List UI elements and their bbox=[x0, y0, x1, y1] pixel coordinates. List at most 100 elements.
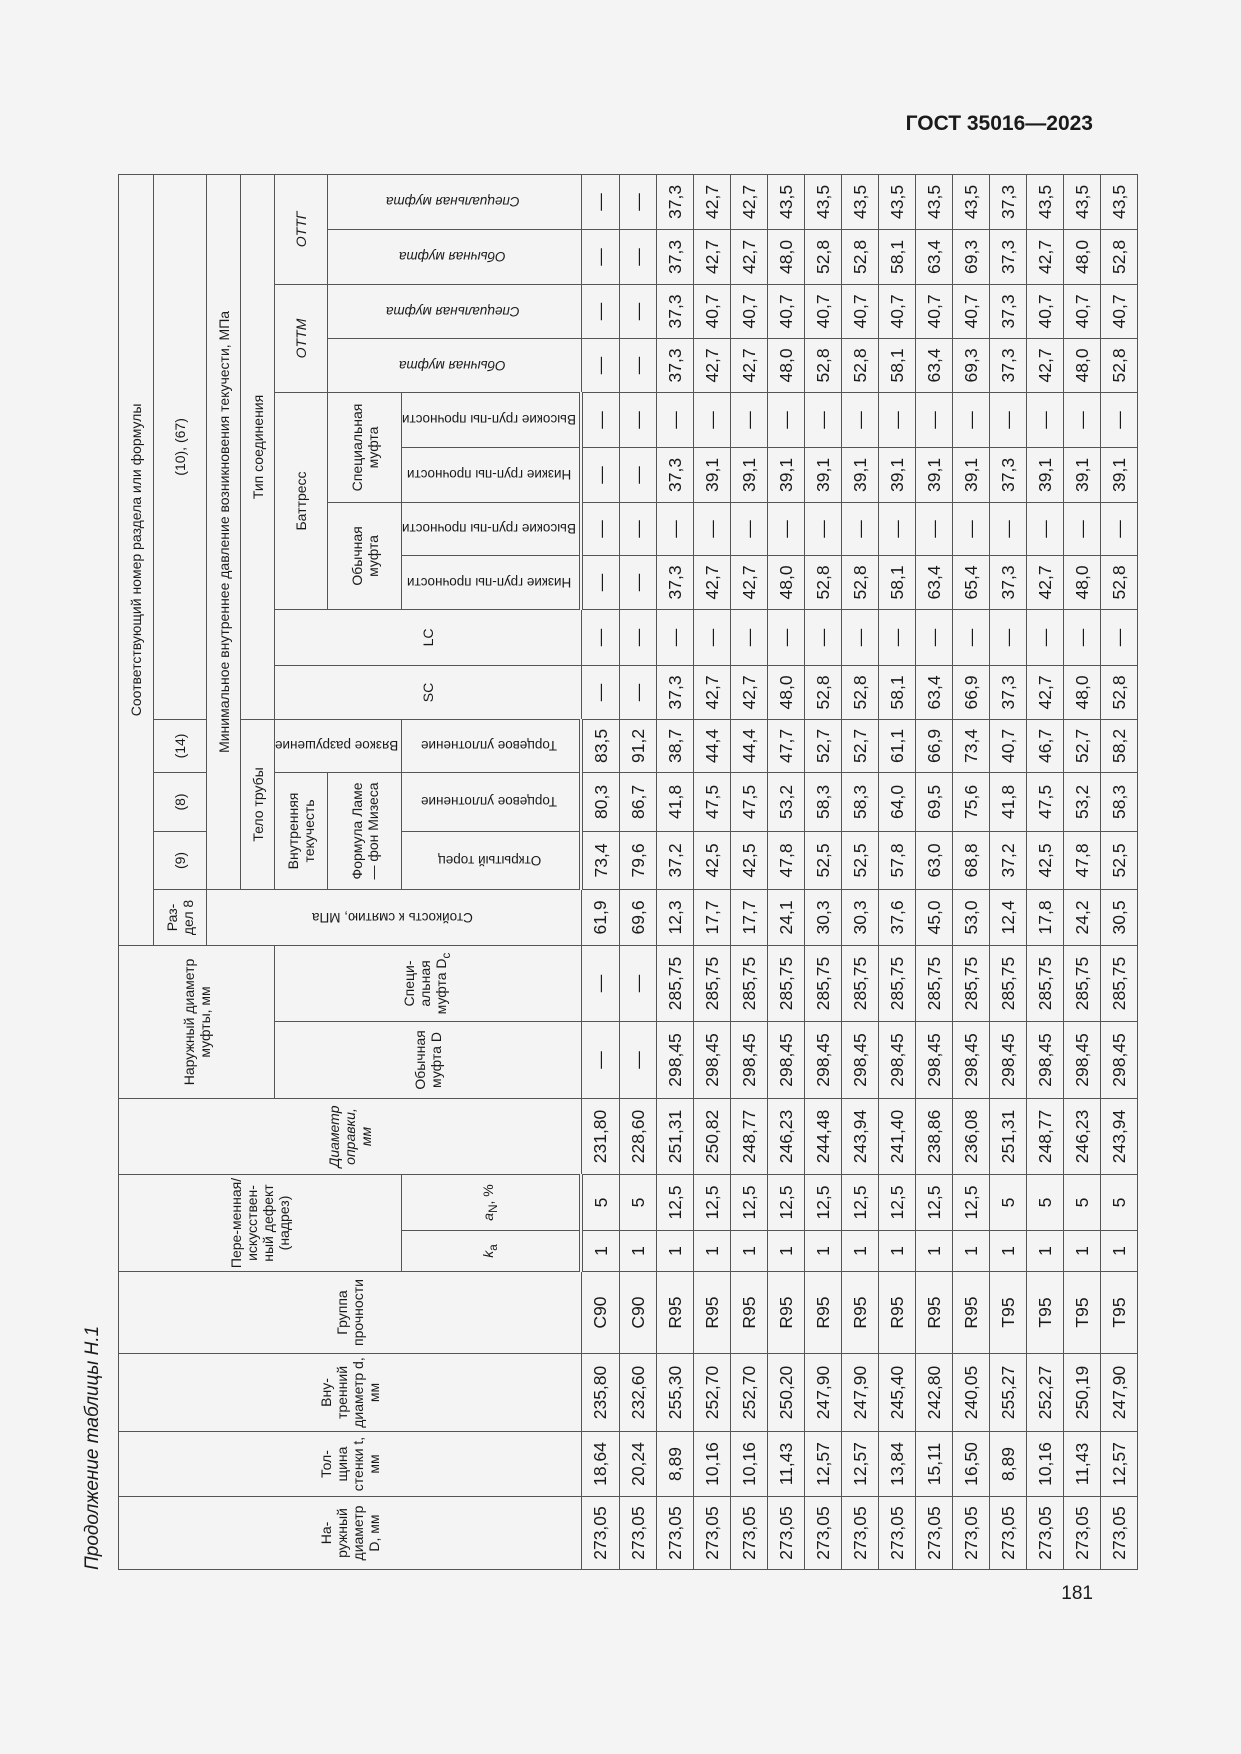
table-cell: — bbox=[656, 502, 694, 556]
table-cell: — bbox=[581, 609, 620, 666]
table-cell: — bbox=[581, 1021, 620, 1099]
table-cell: 42,5 bbox=[1026, 831, 1064, 890]
table-cell: 73,4 bbox=[952, 719, 990, 773]
table-cell: 45,0 bbox=[915, 889, 953, 946]
table-row: 273,05 10,16 252,70 R95 1 12,5 250,82 298,45 285… bbox=[693, 174, 731, 1570]
table-cell: 273,05 bbox=[952, 1496, 990, 1570]
table-cell: 48,0 bbox=[767, 665, 805, 720]
table-cell: 42,7 bbox=[693, 665, 731, 720]
table-cell: 298,45 bbox=[730, 1021, 768, 1099]
table-cell: 273,05 bbox=[581, 1496, 620, 1570]
table-cell: 48,0 bbox=[1063, 555, 1101, 610]
table-cell: 63,4 bbox=[915, 555, 953, 610]
table-cell: 247,90 bbox=[804, 1353, 842, 1432]
table-row: 273,05 11,43 250,19 T95 1 5 246,23 298,45 285,75… bbox=[1063, 174, 1101, 1570]
header-lame-formula: Формула Ламе — фон Мизеса bbox=[327, 772, 402, 890]
table-cell: — bbox=[767, 392, 805, 448]
table-cell: — bbox=[804, 502, 842, 556]
table-cell: 10,16 bbox=[730, 1431, 768, 1497]
table-cell: 1 bbox=[656, 1230, 694, 1272]
table-cell: 42,7 bbox=[730, 229, 768, 285]
table-cell: 40,7 bbox=[1100, 284, 1138, 339]
table-cell: 38,7 bbox=[656, 719, 694, 773]
table-cell: 52,8 bbox=[841, 229, 879, 285]
table-cell: 52,8 bbox=[841, 338, 879, 393]
table-cell: 42,7 bbox=[730, 555, 768, 610]
table-cell: 246,23 bbox=[1063, 1098, 1101, 1175]
table-cell: 52,5 bbox=[841, 831, 879, 890]
header-coupling-od: Наружный диаметр муфты, мм bbox=[118, 945, 275, 1099]
table-cell: 11,43 bbox=[767, 1431, 805, 1497]
table-cell: 1 bbox=[581, 1230, 620, 1272]
table-cell: 75,6 bbox=[952, 772, 990, 832]
table-cell: — bbox=[915, 609, 953, 666]
table-cell: — bbox=[730, 609, 768, 666]
table-cell: 1 bbox=[915, 1230, 953, 1272]
table-cell: — bbox=[1026, 392, 1064, 448]
header-ottg-special: Специальная муфта bbox=[327, 174, 582, 230]
table-cell: 37,3 bbox=[656, 229, 694, 285]
table-cell: 12,5 bbox=[767, 1174, 805, 1231]
table-cell: 298,45 bbox=[878, 1021, 916, 1099]
header-buttress-special-low-label: Низкие груп-пы прочности bbox=[407, 467, 572, 483]
header-k-a: ka bbox=[401, 1230, 582, 1272]
table-cell: 39,1 bbox=[952, 447, 990, 503]
table-cell: 44,4 bbox=[693, 719, 731, 773]
table-cell: 241,40 bbox=[878, 1098, 916, 1175]
table-cell: 39,1 bbox=[841, 447, 879, 503]
table-cell: 1 bbox=[1100, 1230, 1138, 1272]
table-cell: 273,05 bbox=[767, 1496, 805, 1570]
table-cell: 37,3 bbox=[989, 665, 1027, 720]
table-cell: 79,6 bbox=[619, 831, 657, 890]
table-cell: 17,7 bbox=[693, 889, 731, 946]
table-cell: 298,45 bbox=[1063, 1021, 1101, 1099]
header-buttress: Баттресс bbox=[274, 392, 328, 610]
document-code: ГОСТ 35016—2023 bbox=[905, 112, 1093, 135]
table-cell: 48,0 bbox=[1063, 665, 1101, 720]
table-cell: 285,75 bbox=[878, 945, 916, 1022]
header-buttress-regular: Обычная муфта bbox=[327, 502, 402, 610]
table-cell: — bbox=[619, 447, 657, 503]
table-cell: 246,23 bbox=[767, 1098, 805, 1175]
table-cell: 52,7 bbox=[841, 719, 879, 773]
header-ottg-regular-label: Обычная муфта bbox=[399, 249, 507, 265]
table-cell: — bbox=[915, 502, 953, 556]
table-cell: R95 bbox=[730, 1271, 768, 1354]
header-min-internal-yield: Минимальное внутреннее давление возникно… bbox=[206, 174, 241, 890]
table-cell: 12,4 bbox=[989, 889, 1027, 946]
table-cell: 248,77 bbox=[1026, 1098, 1064, 1175]
table-cell: 65,4 bbox=[952, 555, 990, 610]
header-buttress-regular-low-label: Низкие груп-пы прочности bbox=[407, 574, 572, 590]
table-cell: 63,4 bbox=[915, 665, 953, 720]
table-row: 273,05 12,57 247,90 T95 1 5 243,94 298,45 285,75… bbox=[1100, 174, 1138, 1570]
table-cell: 37,3 bbox=[989, 174, 1027, 230]
table-cell: 1 bbox=[767, 1230, 805, 1272]
table-cell: 48,0 bbox=[767, 229, 805, 285]
table-cell: 273,05 bbox=[1026, 1496, 1064, 1570]
table-cell: 48,0 bbox=[767, 555, 805, 610]
header-coupling-regular: Обычная муфта D bbox=[274, 1021, 582, 1099]
table-cell: 52,8 bbox=[1100, 555, 1138, 610]
table-cell: — bbox=[619, 609, 657, 666]
table-cell: 47,5 bbox=[1026, 772, 1064, 832]
table-cell: 1 bbox=[804, 1230, 842, 1272]
table-cell: 37,3 bbox=[656, 174, 694, 230]
table-cell: 52,8 bbox=[804, 338, 842, 393]
table-cell: — bbox=[915, 392, 953, 448]
table-cell: 52,8 bbox=[841, 555, 879, 610]
table-cell: 43,5 bbox=[1026, 174, 1064, 230]
table-body: 273,05 18,64 235,80 C90 1 5 231,80— —61,9 73,4 80… bbox=[581, 174, 1138, 1570]
table-cell: 8,89 bbox=[989, 1431, 1027, 1497]
header-pipe-body: Тело трубы bbox=[240, 719, 275, 890]
table-cell: R95 bbox=[841, 1271, 879, 1354]
header-outer-diameter: На-ружный диаметр D, мм bbox=[118, 1496, 582, 1570]
table-cell: 285,75 bbox=[1063, 945, 1101, 1022]
table-cell: 40,7 bbox=[878, 284, 916, 339]
table-cell: 273,05 bbox=[656, 1496, 694, 1570]
table-cell: — bbox=[581, 665, 620, 720]
table-cell: 37,3 bbox=[989, 338, 1027, 393]
header-coupling-special: Специ-альная муфта Dc bbox=[274, 945, 582, 1022]
table-cell: 57,8 bbox=[878, 831, 916, 890]
table-cell: 52,7 bbox=[804, 719, 842, 773]
table-cell: 285,75 bbox=[952, 945, 990, 1022]
